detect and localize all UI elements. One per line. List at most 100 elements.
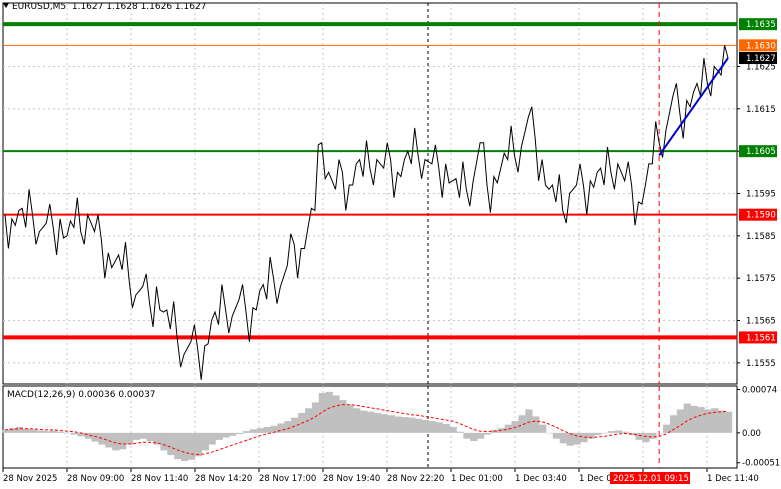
level-label-bg bbox=[739, 208, 777, 221]
macd-histogram-bar bbox=[566, 432, 574, 446]
macd-title: MACD(12,26,9) 0.00036 0.00037 bbox=[7, 390, 156, 400]
macd-histogram-bar bbox=[477, 432, 485, 439]
macd-histogram-bar bbox=[725, 411, 733, 433]
macd-histogram-bar bbox=[311, 402, 320, 433]
macd-values: 0.00036 0.00037 bbox=[78, 390, 156, 400]
macd-histogram-bar bbox=[263, 427, 271, 433]
macd-histogram-bar bbox=[422, 419, 430, 433]
macd-y-tick-label: -0.00051 bbox=[742, 459, 780, 469]
level-label-bg bbox=[739, 39, 777, 52]
macd-histogram-bar bbox=[587, 432, 595, 439]
level-label: 1.1635 bbox=[746, 20, 776, 30]
macd-histogram-bar bbox=[291, 417, 299, 433]
collapse-triangle-icon[interactable] bbox=[3, 3, 9, 8]
macd-histogram-bar bbox=[594, 432, 602, 436]
macd-histogram-bar bbox=[366, 411, 375, 433]
macd-histogram-bar bbox=[318, 393, 326, 433]
macd-histogram-bar bbox=[401, 417, 409, 433]
macd-histogram-bar bbox=[435, 422, 443, 433]
macd-histogram-bar bbox=[683, 403, 691, 433]
macd-histogram-bar bbox=[635, 432, 643, 440]
macd-histogram-bar bbox=[98, 432, 106, 445]
level-label-bg bbox=[739, 18, 777, 31]
macd-histogram-bar bbox=[642, 432, 650, 443]
x-tick-label: 1 Dec 11:40 bbox=[707, 474, 759, 484]
x-tick-label: 28 Nov 19:40 bbox=[323, 474, 380, 484]
macd-histogram-bar bbox=[697, 407, 705, 433]
macd-histogram-bar bbox=[449, 427, 457, 433]
macd-histogram-bar bbox=[380, 414, 388, 433]
macd-signal-line bbox=[4, 404, 729, 456]
macd-histogram-bar bbox=[353, 408, 361, 433]
macd-histogram-bar bbox=[270, 425, 278, 433]
macd-histogram-bar bbox=[243, 431, 251, 433]
macd-histogram-bar bbox=[628, 432, 636, 436]
macd-histogram-bar bbox=[552, 432, 561, 439]
y-tick-label: 1.1555 bbox=[746, 359, 776, 369]
macd-histogram-bar bbox=[456, 431, 464, 433]
x-tick-label: 1 Dec 0 bbox=[579, 474, 612, 484]
level-label: 1.1561 bbox=[746, 333, 776, 343]
macd-histogram-bar bbox=[346, 404, 354, 433]
macd-histogram-bar bbox=[614, 430, 623, 433]
macd-histogram-bar bbox=[711, 408, 719, 433]
macd-histogram-bar bbox=[332, 395, 340, 433]
macd-histogram-bar bbox=[360, 410, 368, 433]
y-tick-label: 1.1575 bbox=[746, 274, 776, 284]
price-line bbox=[4, 45, 729, 380]
macd-histogram-bar bbox=[621, 431, 629, 433]
macd-histogram-bar bbox=[428, 421, 437, 433]
macd-histogram-bar bbox=[50, 430, 58, 433]
macd-histogram-bar bbox=[669, 415, 678, 433]
macd-histogram-bar bbox=[77, 432, 85, 437]
macd-histogram-bar bbox=[649, 432, 657, 439]
macd-histogram-bar bbox=[194, 432, 202, 457]
macd-histogram-bar bbox=[663, 424, 671, 433]
macd-histogram-bar bbox=[484, 432, 492, 435]
macd-histogram-bar bbox=[125, 432, 134, 445]
macd-histogram-bar bbox=[676, 409, 684, 433]
level-label-bg bbox=[739, 145, 777, 158]
macd-histogram-bar bbox=[15, 427, 23, 433]
macd-histogram-bar bbox=[470, 432, 478, 442]
time-marker-label: 2025.12.01 09:15 bbox=[613, 474, 689, 484]
macd-histogram-bar bbox=[57, 431, 65, 433]
macd-histogram-bar bbox=[208, 432, 216, 445]
macd-histogram-bar bbox=[690, 405, 698, 433]
macd-histogram-bar bbox=[160, 432, 168, 451]
macd-y-tick-label: 0.00 bbox=[742, 429, 761, 439]
macd-histogram-bar bbox=[43, 431, 51, 433]
macd-histogram-bar bbox=[532, 416, 540, 433]
macd-histogram-bar bbox=[601, 432, 609, 434]
macd-histogram-bar bbox=[22, 428, 30, 433]
level-label: 1.1605 bbox=[746, 147, 776, 157]
macd-histogram-bar bbox=[373, 412, 382, 433]
macd-histogram-bar bbox=[539, 424, 547, 433]
ohlc-values: 1.1627 1.1628 1.1626 1.1627 bbox=[71, 2, 207, 12]
macd-histogram-bar bbox=[174, 432, 182, 460]
macd-histogram-bar bbox=[119, 432, 127, 450]
macd-histogram-bar bbox=[256, 428, 264, 433]
macd-histogram-bar bbox=[91, 432, 99, 442]
macd-histogram-bar bbox=[656, 432, 664, 434]
x-tick-label: 28 Nov 09:00 bbox=[67, 474, 124, 484]
macd-histogram-bar bbox=[139, 432, 147, 439]
current-price-label: 1.1627 bbox=[746, 54, 776, 64]
macd-histogram-bar bbox=[249, 429, 258, 433]
macd-histogram-bar bbox=[387, 415, 395, 433]
macd-histogram-bar bbox=[181, 432, 189, 461]
macd-histogram-bar bbox=[112, 432, 120, 451]
macd-histogram-bar bbox=[607, 431, 616, 433]
macd-histogram-bar bbox=[84, 432, 92, 439]
y-tick-label: 1.1565 bbox=[746, 317, 776, 327]
macd-histogram-bar bbox=[229, 432, 237, 436]
macd-histogram-bar bbox=[504, 424, 512, 433]
macd-histogram-bar bbox=[36, 430, 44, 433]
macd-histogram-bar bbox=[153, 432, 161, 445]
y-tick-label: 1.1625 bbox=[746, 63, 776, 73]
macd-histogram-bar bbox=[518, 415, 526, 433]
macd-histogram-bar bbox=[29, 429, 37, 433]
macd-histogram-bar bbox=[408, 417, 416, 433]
macd-histogram-bar bbox=[463, 432, 471, 439]
macd-histogram-bar bbox=[8, 428, 17, 433]
